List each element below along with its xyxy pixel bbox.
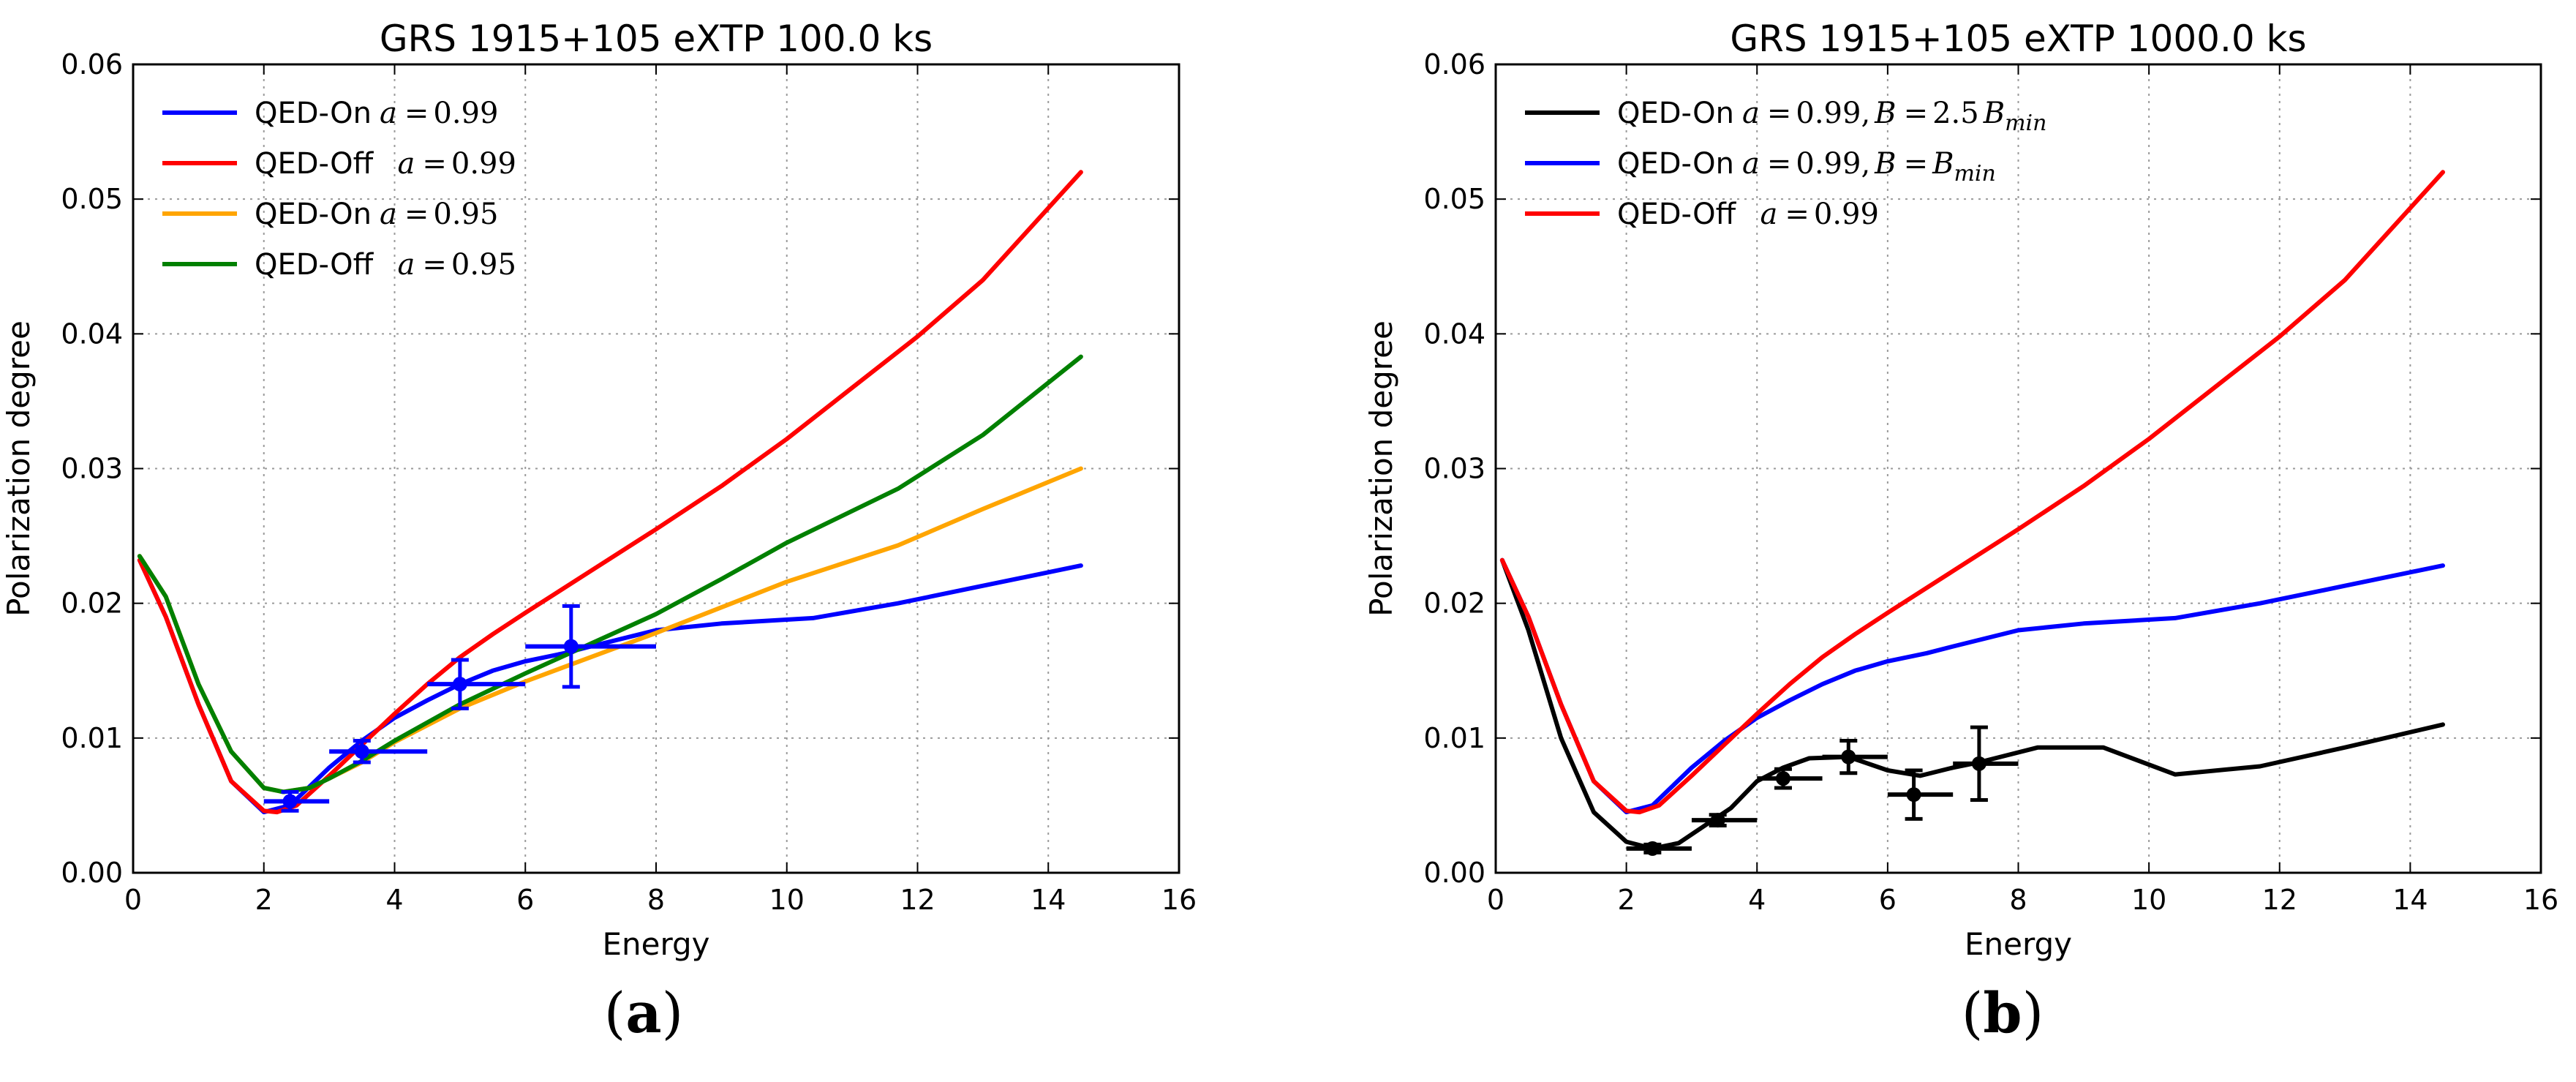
x-tick-label: 12 xyxy=(2262,884,2297,916)
x-axis-label: Energy xyxy=(1965,926,2072,962)
x-tick-label: 14 xyxy=(1031,884,1066,916)
legend-math: a = 0.95 xyxy=(380,198,498,231)
y-tick-label: 0.06 xyxy=(61,48,123,80)
legend-label: QED-On xyxy=(255,97,372,130)
y-tick-label: 0.01 xyxy=(61,722,123,754)
y-tick-label: 0.00 xyxy=(1423,857,1485,889)
y-tick-label: 0.04 xyxy=(1423,318,1485,350)
series-line-4 xyxy=(137,354,1083,794)
error-point-2 xyxy=(1691,813,1758,828)
subcaption-a: (a) xyxy=(603,980,684,1045)
error-point-2 xyxy=(329,739,428,764)
error-point-1 xyxy=(263,790,330,813)
y-tick-label: 0.04 xyxy=(61,318,123,350)
series-line-1 xyxy=(1499,557,2445,851)
chart-title: GRS 1915+105 eXTP 100.0 ks xyxy=(380,18,933,60)
legend-math: a = 0.99 xyxy=(398,147,516,181)
legend-entry-3: QED-Off a = 0.99 xyxy=(1525,198,1879,231)
plot-frame xyxy=(132,63,1180,874)
legend-math: a = 0.95 xyxy=(398,248,516,282)
y-tick-label: 0.05 xyxy=(1423,183,1485,215)
legend-label: QED-Off xyxy=(255,248,374,282)
x-tick-label: 6 xyxy=(516,884,534,916)
legend-label: QED-On xyxy=(1617,147,1734,181)
chart-title: GRS 1915+105 eXTP 1000.0 ks xyxy=(1730,18,2306,60)
error-point-6 xyxy=(1953,725,2019,803)
legend-math: a = 0.99 xyxy=(1760,198,1879,231)
error-point-1 xyxy=(1626,841,1692,856)
x-tick-label: 14 xyxy=(2392,884,2428,916)
chart-b: 0 2 4 6 8 10 12 14 16 0.00 0.01 0.02 0.03 0.04 0.05 0.0… xyxy=(1363,18,2558,962)
x-tick-label: 4 xyxy=(1748,884,1766,916)
legend-math: a = 0.99, B = Bmin xyxy=(1742,147,1996,187)
x-tick-label: 0 xyxy=(124,884,142,916)
x-tick-label: 2 xyxy=(255,884,273,916)
legend-label: QED-Off xyxy=(1617,198,1737,231)
x-axis-label: Energy xyxy=(602,926,709,962)
y-axis-label: Polarization degree xyxy=(1,320,37,617)
data-point xyxy=(1841,749,1856,764)
legend-entry-1: QED-On a = 0.99 xyxy=(162,97,498,130)
series-line-3 xyxy=(1499,170,2445,815)
data-point xyxy=(1710,813,1725,828)
y-tick-label: 0.02 xyxy=(1423,587,1485,620)
x-tick-label: 10 xyxy=(769,884,805,916)
x-tick-label: 12 xyxy=(900,884,935,916)
data-point xyxy=(452,677,467,692)
legend-label: QED-On xyxy=(255,198,372,231)
x-tick-label: 4 xyxy=(385,884,403,916)
chart-a: 0 2 4 6 8 10 12 14 16 0.00 0.01 0.02 0.03 0.04 0.05 0.0… xyxy=(1,18,1197,962)
data-point xyxy=(1906,787,1921,803)
legend-math: a = 0.99 xyxy=(380,97,498,130)
error-point-4 xyxy=(525,604,656,689)
x-tick-label: 16 xyxy=(2523,884,2558,916)
plot-frame xyxy=(1494,63,2542,874)
error-point-3 xyxy=(1757,767,1823,790)
series-line-2 xyxy=(137,170,1083,815)
y-tick-label: 0.05 xyxy=(61,183,123,215)
y-tick-label: 0.06 xyxy=(1423,48,1485,80)
error-point-5 xyxy=(1887,768,1954,821)
x-tick-label: 16 xyxy=(1161,884,1197,916)
y-tick-label: 0.03 xyxy=(1423,453,1485,485)
y-tick-label: 0.03 xyxy=(61,453,123,485)
data-point xyxy=(282,794,298,809)
y-axis-label: Polarization degree xyxy=(1363,320,1399,617)
legend-entry-4: QED-Off a = 0.95 xyxy=(162,248,516,282)
legend-entry-3: QED-On a = 0.95 xyxy=(162,198,498,231)
x-tick-label: 2 xyxy=(1618,884,1635,916)
y-tick-label: 0.01 xyxy=(1423,722,1485,754)
legend-entry-1: QED-On a = 0.99, B = 2.5 Bmin xyxy=(1525,97,2046,136)
data-point xyxy=(563,639,579,654)
x-tick-label: 8 xyxy=(2009,884,2027,916)
error-point-4 xyxy=(1822,739,1888,775)
error-point-3 xyxy=(427,658,526,710)
x-tick-label: 6 xyxy=(1879,884,1897,916)
data-point xyxy=(354,744,369,759)
x-tick-label: 10 xyxy=(2131,884,2166,916)
legend-label: QED-Off xyxy=(255,147,374,181)
subcaption-b: (b) xyxy=(1961,980,2044,1045)
y-tick-label: 0.02 xyxy=(61,587,123,620)
x-tick-label: 8 xyxy=(647,884,665,916)
legend-label: QED-On xyxy=(1617,97,1734,130)
legend-entry-2: QED-On a = 0.99, B = Bmin xyxy=(1525,147,1996,187)
legend-math: a = 0.99, B = 2.5 Bmin xyxy=(1742,97,2046,136)
data-point xyxy=(1775,771,1790,786)
data-point xyxy=(1645,841,1660,856)
x-tick-label: 0 xyxy=(1487,884,1504,916)
data-point xyxy=(1971,756,1986,771)
y-tick-label: 0.00 xyxy=(61,857,123,889)
legend-entry-2: QED-Off a = 0.99 xyxy=(162,147,516,181)
